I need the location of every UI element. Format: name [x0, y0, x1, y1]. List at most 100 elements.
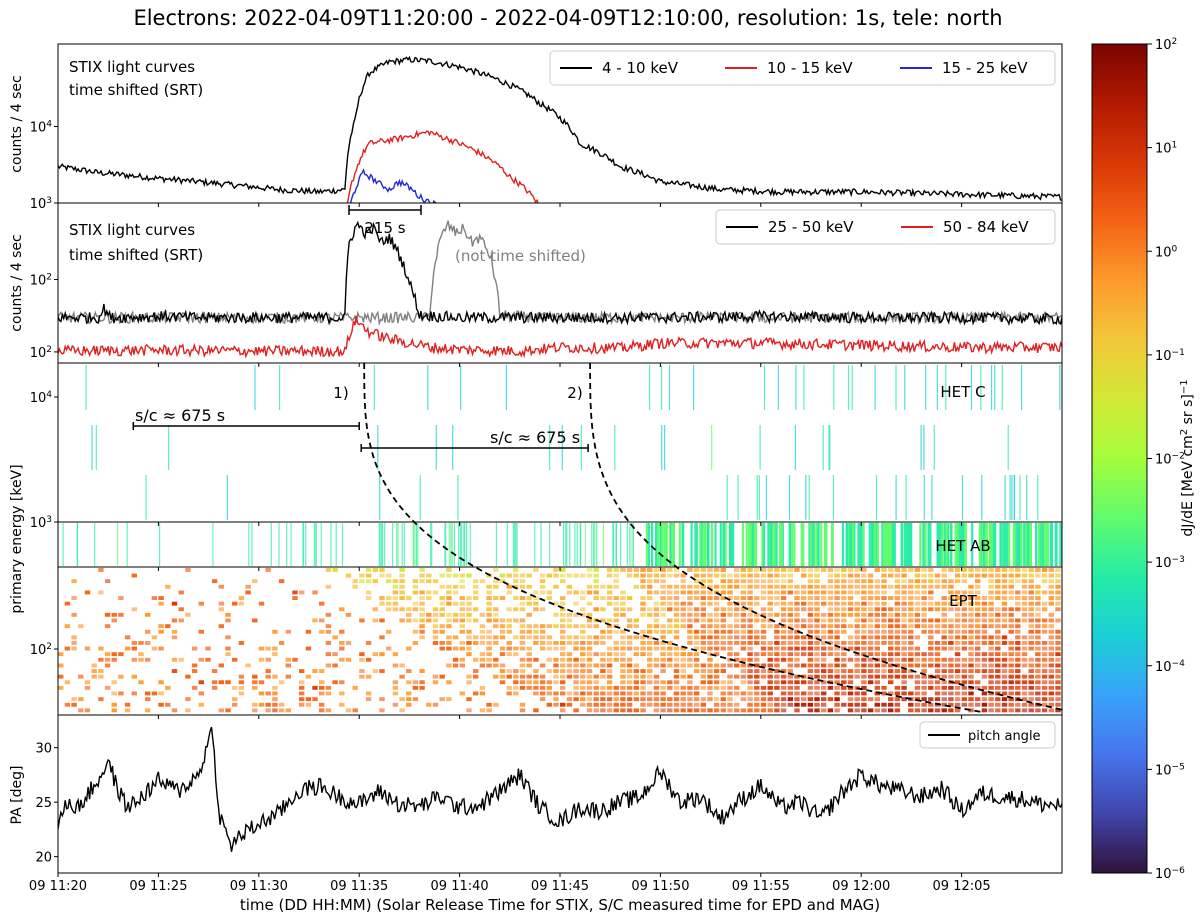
- ept-cell: [807, 669, 814, 673]
- ept-cell: [272, 652, 278, 657]
- ept-cell: [1008, 669, 1014, 673]
- ept-cell: [98, 697, 104, 702]
- ept-cell: [807, 702, 814, 707]
- het-ab-cell: [1012, 523, 1016, 566]
- ept-cell: [981, 601, 988, 606]
- ept-cell: [1048, 624, 1054, 629]
- ept-cell: [821, 697, 827, 702]
- ept-cell: [693, 657, 700, 662]
- ept-cell: [339, 607, 345, 612]
- ept-cell: [71, 697, 77, 702]
- ept-cell: [64, 601, 71, 606]
- ept-cell: [593, 702, 599, 707]
- ept-cell: [232, 697, 238, 702]
- ept-cell: [613, 612, 619, 617]
- ept-cell: [600, 691, 606, 696]
- ept-cell: [1008, 629, 1014, 634]
- ept-cell: [975, 579, 981, 584]
- het-ab-cell: [579, 523, 581, 566]
- ept-cell: [620, 702, 626, 707]
- ept-cell: [673, 680, 680, 685]
- het-c-cell: [427, 365, 429, 410]
- het-ab-cell: [596, 523, 598, 566]
- ept-cell: [667, 607, 673, 612]
- ept-cell: [767, 663, 773, 668]
- ept-cell: [446, 618, 452, 623]
- ept-cell: [921, 652, 927, 657]
- ept-cell: [814, 596, 820, 600]
- ept-cell: [252, 685, 258, 690]
- ept-cell: [566, 573, 573, 578]
- ept-cell: [305, 702, 312, 707]
- ept-cell: [466, 646, 472, 651]
- ept-cell: [941, 669, 947, 673]
- ept-cell: [432, 629, 439, 634]
- ept-cell: [908, 568, 914, 572]
- ept-cell: [352, 579, 358, 584]
- ept-cell: [292, 596, 298, 600]
- stix-low-annotation-line1: STIX light curves: [69, 58, 195, 76]
- ept-cell: [921, 573, 927, 578]
- ept-cell: [941, 691, 947, 696]
- ept-cell: [767, 579, 773, 584]
- ept-cell: [854, 612, 860, 617]
- ept-cell: [573, 663, 579, 668]
- ept-cell: [419, 579, 425, 584]
- ept-cell: [419, 680, 425, 685]
- ept-cell: [667, 646, 673, 651]
- ept-cell: [647, 635, 653, 640]
- ept-cell: [466, 641, 472, 645]
- ept-cell: [573, 646, 579, 651]
- ept-cell: [854, 607, 860, 612]
- ept-cell: [573, 680, 579, 685]
- ept-cell: [218, 624, 224, 629]
- ept-cell: [713, 629, 720, 634]
- ept-cell: [1035, 652, 1041, 657]
- ept-cell: [680, 601, 686, 606]
- ept-cell: [760, 702, 767, 707]
- ept-cell: [486, 663, 492, 668]
- ept-cell: [948, 584, 954, 589]
- ept-cell: [847, 680, 854, 685]
- het-c-cell: [904, 365, 906, 410]
- ept-cell: [914, 646, 921, 651]
- ept-cell: [740, 568, 747, 572]
- ept-cell: [740, 657, 747, 662]
- ept-cell: [774, 596, 780, 600]
- ept-cell: [954, 685, 961, 690]
- ept-cell: [720, 618, 726, 623]
- ept-cell: [720, 635, 726, 640]
- ept-cell: [861, 680, 867, 685]
- ept-cell: [941, 601, 947, 606]
- ept-cell: [1035, 697, 1041, 702]
- ept-cell: [613, 652, 619, 657]
- ept-cell: [827, 663, 834, 668]
- het-ab-cell: [305, 523, 307, 566]
- ept-cell: [894, 629, 901, 634]
- het-ab-cell: [873, 523, 876, 566]
- ept-cell: [606, 596, 613, 600]
- ept-cell: [720, 584, 726, 589]
- ept-cell: [954, 680, 961, 685]
- ept-cell: [660, 685, 666, 690]
- ept-cell: [841, 641, 847, 645]
- ept-cell: [700, 646, 706, 651]
- ept-cell: [660, 691, 666, 696]
- legend-label-0: 4 - 10 keV: [602, 59, 679, 77]
- ept-cell: [874, 652, 880, 657]
- ept-cell: [1028, 612, 1034, 617]
- ept-cell: [473, 579, 479, 584]
- ept-cell: [794, 612, 800, 617]
- ept-cell: [466, 708, 472, 713]
- ept-cell: [546, 641, 552, 645]
- ept-cell: [466, 573, 472, 578]
- het-ab-cell: [754, 523, 758, 566]
- ept-cell: [104, 652, 111, 657]
- ept-cell: [493, 618, 499, 623]
- ept-cell: [874, 680, 880, 685]
- ept-cell: [1035, 607, 1041, 612]
- ept-cell: [914, 663, 921, 668]
- het-c-cell: [828, 425, 830, 470]
